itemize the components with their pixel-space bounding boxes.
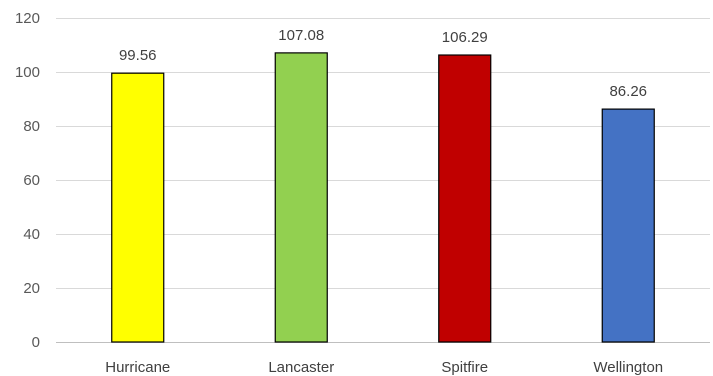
y-tick-label-40: 40 bbox=[23, 226, 40, 243]
x-tick-label-spitfire: Spitfire bbox=[441, 359, 488, 376]
data-labels: 99.56 107.08 106.29 86.26 bbox=[119, 27, 647, 100]
y-tick-label-120: 120 bbox=[15, 10, 40, 27]
bar-hurricane bbox=[111, 72, 165, 343]
data-label-hurricane: 99.56 bbox=[119, 47, 157, 64]
bar-lancaster bbox=[274, 52, 328, 343]
y-axis-tick-labels: 0 20 40 60 80 100 120 bbox=[15, 10, 40, 351]
y-tick-label-0: 0 bbox=[32, 334, 40, 351]
bar-wellington bbox=[601, 108, 655, 343]
bar-spitfire bbox=[438, 54, 492, 343]
gridlines bbox=[56, 18, 710, 343]
x-axis-category-labels: Hurricane Lancaster Spitfire Wellington bbox=[105, 359, 663, 376]
y-tick-label-60: 60 bbox=[23, 172, 40, 189]
y-tick-label-20: 20 bbox=[23, 280, 40, 297]
x-tick-label-lancaster: Lancaster bbox=[268, 359, 334, 376]
x-tick-label-wellington: Wellington bbox=[593, 359, 663, 376]
y-tick-label-80: 80 bbox=[23, 118, 40, 135]
data-label-spitfire: 106.29 bbox=[442, 29, 488, 46]
y-tick-label-100: 100 bbox=[15, 64, 40, 81]
bars bbox=[111, 52, 655, 343]
x-tick-label-hurricane: Hurricane bbox=[105, 359, 170, 376]
data-label-lancaster: 107.08 bbox=[278, 27, 324, 44]
data-label-wellington: 86.26 bbox=[609, 83, 647, 100]
